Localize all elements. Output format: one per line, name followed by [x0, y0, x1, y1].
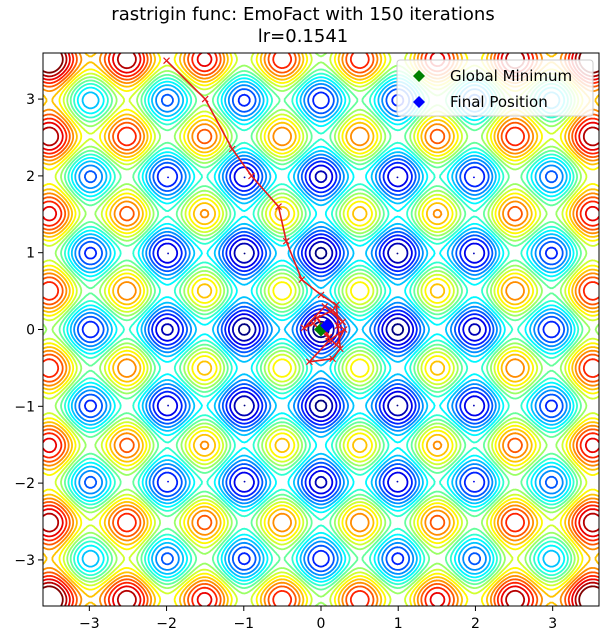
contour-level-5 — [73, 83, 569, 576]
path-point — [275, 203, 282, 211]
x-tick-label: 3 — [548, 616, 557, 632]
path-point — [333, 341, 340, 349]
contour-level-4 — [76, 86, 566, 573]
final-position-marker — [320, 318, 335, 333]
x-tick-label: −3 — [79, 616, 100, 632]
path-point — [339, 318, 347, 326]
legend-label: Global Minimum — [450, 67, 572, 85]
y-axis-ticks: −3 −2 −1 0 1 2 3 — [14, 92, 43, 569]
path-point — [329, 355, 337, 363]
y-tick-label: 2 — [26, 169, 35, 185]
y-tick-label: 1 — [26, 246, 35, 262]
path-point — [325, 333, 333, 341]
path-point — [300, 324, 308, 332]
contour-level-9 — [58, 68, 584, 591]
markers — [314, 318, 335, 337]
legend-box — [396, 59, 594, 117]
x-tick-label: 2 — [471, 616, 480, 632]
path-point — [201, 95, 209, 103]
x-tick-label: −1 — [233, 616, 254, 632]
contour-level-11 — [43, 53, 599, 606]
x-tick-label: 1 — [394, 616, 403, 632]
contour-level-8 — [62, 72, 580, 587]
contour-lines — [43, 53, 599, 606]
contour-level-3 — [81, 91, 561, 568]
path-point — [340, 326, 348, 333]
path-point — [317, 291, 325, 299]
contour-level-13 — [43, 53, 599, 606]
path-point — [228, 145, 236, 153]
y-tick-label: 3 — [26, 92, 35, 108]
y-tick-label: −1 — [14, 399, 35, 415]
path-point — [333, 301, 340, 309]
contour-level-7 — [66, 76, 576, 583]
contour-level-12 — [43, 53, 599, 606]
path-point — [248, 172, 255, 180]
x-axis-ticks: −3 −2 −1 0 1 2 3 — [79, 606, 557, 632]
contour-level-18 — [43, 53, 599, 606]
legend-label: Final Position — [450, 93, 548, 111]
chart-title: rastrigin func: EmoFact with 150 iterati… — [111, 4, 495, 25]
legend-marker — [413, 96, 425, 108]
legend-marker — [413, 70, 425, 82]
x-tick-label: −2 — [156, 616, 177, 632]
contour-level-0 — [237, 246, 405, 413]
path-point — [282, 237, 290, 245]
path-point — [313, 314, 321, 322]
optimization-path — [163, 57, 348, 366]
path-point — [305, 358, 313, 366]
path-point — [309, 319, 317, 327]
path-point — [329, 306, 337, 314]
legend: Global Minimum Final Position — [396, 59, 594, 117]
path-point — [163, 57, 170, 65]
contour-level-16 — [43, 53, 599, 606]
path-point — [321, 303, 329, 310]
x-tick-label: 0 — [317, 616, 326, 632]
contour-level-2 — [155, 164, 487, 495]
chart-subtitle: lr=0.1541 — [257, 26, 349, 47]
y-tick-label: 0 — [26, 323, 35, 339]
y-tick-label: −3 — [14, 553, 35, 569]
path-point — [298, 276, 306, 284]
contour-level-6 — [69, 79, 573, 580]
y-tick-label: −2 — [14, 476, 35, 492]
